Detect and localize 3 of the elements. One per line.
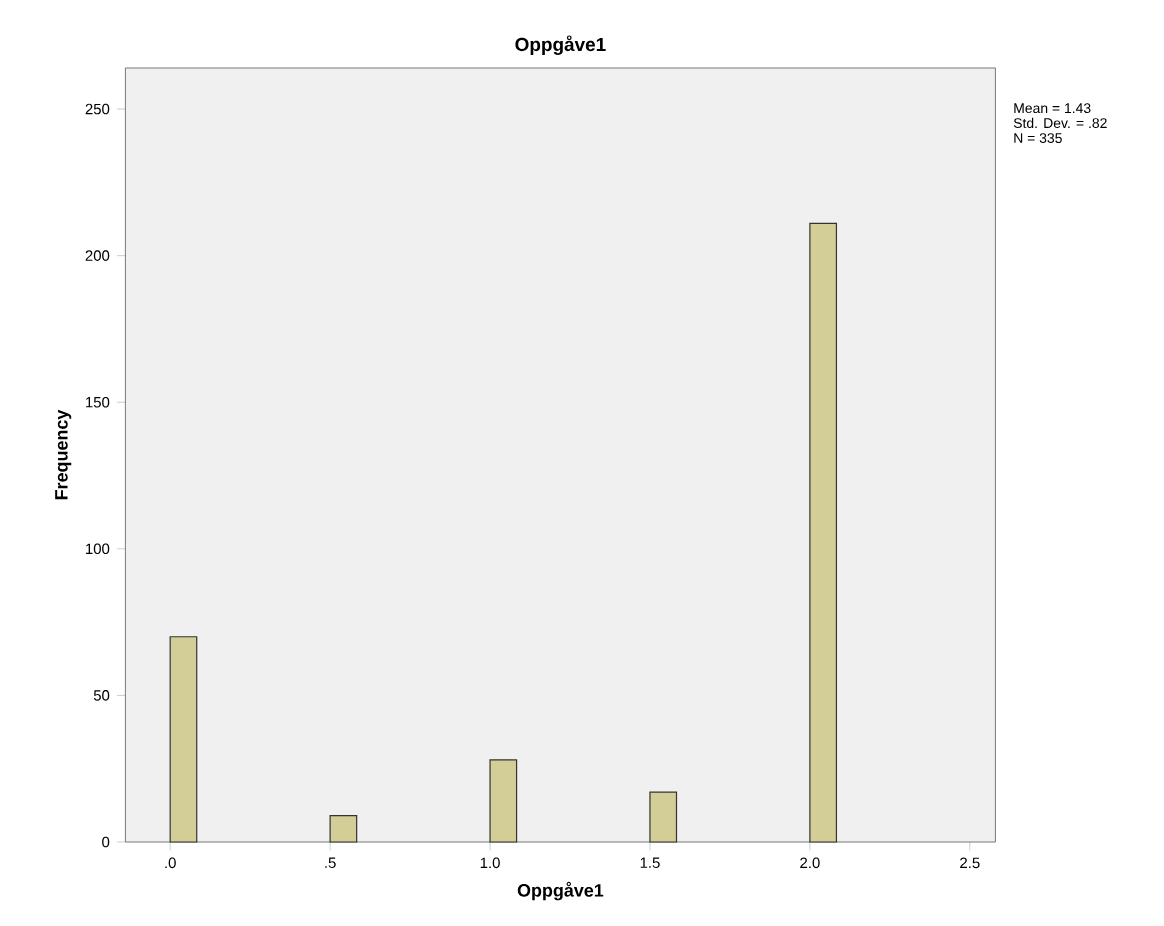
chart-title: Oppgåve1 — [515, 35, 606, 55]
y-axis-title: Frequency — [55, 409, 72, 500]
x-axis-title: Oppgåve1 — [517, 881, 604, 901]
